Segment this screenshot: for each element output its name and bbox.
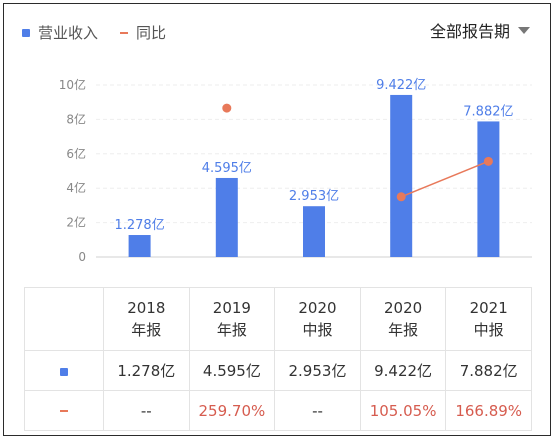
yoy-point (483, 156, 493, 166)
legend-item-revenue[interactable]: 营业收入 (22, 22, 98, 43)
bar-data-label: 1.278亿 (114, 218, 164, 233)
table-cell: 2.953亿 (274, 350, 361, 391)
table-cell: -- (274, 390, 361, 431)
y-tick-label: 0 (78, 250, 86, 264)
yoy-point (222, 103, 232, 113)
table-cell: 105.05% (359, 390, 447, 431)
period-dropdown[interactable]: 全部报告期 (430, 18, 530, 42)
data-table: 2018 年报 2019 年报 2020 中报 2020 年报 2021 中报 1.278… (24, 287, 532, 431)
revenue-bar (477, 121, 500, 258)
table-cell: 259.70% (188, 390, 276, 431)
chevron-down-icon (518, 26, 530, 34)
legend: 营业收入 同比 (22, 22, 166, 43)
y-tick-label: 10亿 (59, 77, 86, 92)
table-header-row: 2018 年报 2019 年报 2020 中报 2020 年报 2021 中报 (24, 287, 532, 351)
revenue-marker-cell (24, 350, 104, 391)
legend-item-yoy[interactable]: 同比 (120, 22, 166, 43)
revenue-bar (390, 94, 413, 258)
table-corner-cell (24, 287, 104, 351)
table-header-cell: 2018 年报 (103, 287, 190, 351)
y-tick-label: 2亿 (66, 215, 86, 230)
y-tick-label: 6亿 (66, 146, 86, 161)
bar-swatch-icon (60, 367, 68, 376)
revenue-bar (128, 235, 151, 257)
table-cell: 166.89% (445, 390, 532, 431)
revenue-bar (303, 206, 325, 257)
bar-data-label: 9.422亿 (376, 78, 426, 93)
table-header-cell: 2019 年报 (188, 287, 276, 351)
table-header-cell: 2020 中报 (274, 287, 361, 351)
bar-data-label: 7.882亿 (463, 104, 513, 119)
y-tick-label: 8亿 (66, 111, 86, 126)
table-row-yoy: -- 259.70% -- 105.05% 166.89% (24, 390, 532, 431)
bar-data-label: 4.595亿 (202, 161, 252, 176)
yoy-line-segment (400, 160, 489, 198)
line-swatch-icon (120, 31, 129, 34)
table-row-revenue: 1.278亿 4.595亿 2.953亿 9.422亿 7.882亿 (24, 350, 532, 391)
table-header-cell: 2021 中报 (445, 287, 532, 351)
table-cell: 4.595亿 (188, 350, 276, 391)
table-cell: 7.882亿 (445, 350, 532, 391)
chart-card: 营业收入 同比 全部报告期 0 2亿 4亿 6亿 8亿 10亿 1.278亿 4.595亿 2.… (3, 3, 551, 436)
legend-revenue-label: 营业收入 (38, 24, 99, 42)
table-cell: 9.422亿 (359, 350, 447, 391)
table-cell: 1.278亿 (103, 350, 190, 391)
revenue-bar (215, 177, 238, 257)
legend-yoy-label: 同比 (136, 24, 167, 42)
table-cell: -- (103, 390, 190, 431)
bar-line-chart: 0 2亿 4亿 6亿 8亿 10亿 1.278亿 4.595亿 2.953亿 9.422亿 7.88… (59, 77, 532, 264)
table-header-cell: 2020 年报 (359, 287, 447, 351)
yoy-point (396, 192, 406, 202)
bar-data-label: 2.953亿 (289, 189, 339, 204)
y-tick-label: 4亿 (66, 180, 86, 195)
line-swatch-icon (60, 410, 68, 412)
yoy-marker-cell (24, 390, 104, 431)
period-dropdown-label: 全部报告期 (429, 22, 510, 41)
bar-swatch-icon (22, 28, 30, 37)
